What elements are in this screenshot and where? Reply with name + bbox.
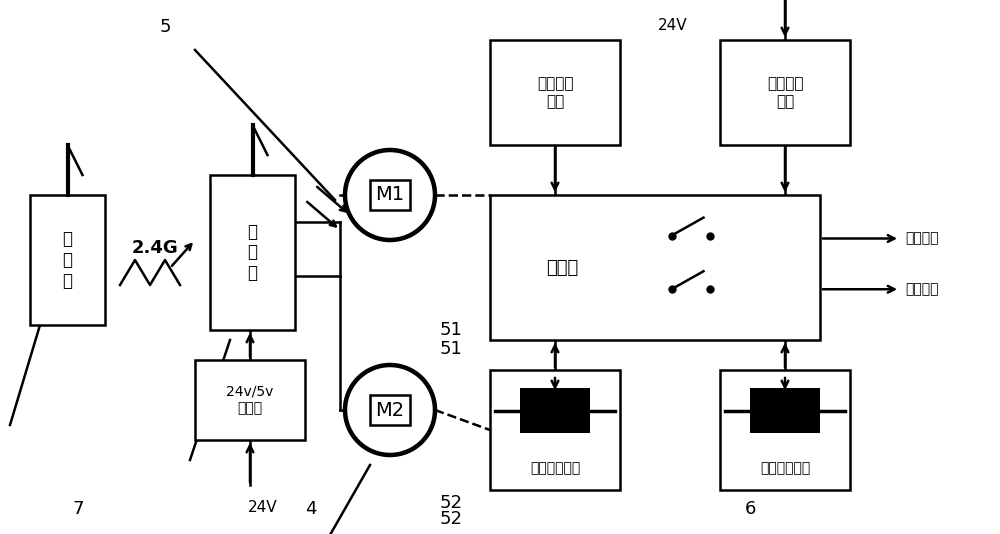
Bar bbox=[30, 195, 105, 325]
Circle shape bbox=[345, 150, 435, 240]
Text: 4: 4 bbox=[305, 500, 316, 518]
Text: 行驶信号: 行驶信号 bbox=[905, 232, 938, 246]
Bar bbox=[490, 370, 620, 490]
Bar bbox=[210, 175, 295, 330]
Bar bbox=[490, 40, 620, 145]
Bar bbox=[370, 395, 410, 425]
Text: 新增转向信号: 新增转向信号 bbox=[530, 461, 580, 475]
Text: 原车行驶
信号: 原车行驶 信号 bbox=[767, 76, 803, 109]
Bar bbox=[750, 388, 820, 433]
Text: 24V: 24V bbox=[248, 500, 278, 515]
Text: 2.4G: 2.4G bbox=[132, 239, 178, 257]
Text: 原车转向信号: 原车转向信号 bbox=[760, 461, 810, 475]
Circle shape bbox=[345, 365, 435, 455]
Text: 5: 5 bbox=[160, 18, 172, 36]
Text: 接
收
器: 接 收 器 bbox=[248, 223, 258, 282]
Text: 51: 51 bbox=[440, 340, 463, 358]
Text: M1: M1 bbox=[375, 185, 405, 205]
Bar bbox=[490, 195, 820, 340]
Text: 7: 7 bbox=[72, 500, 84, 518]
Text: M2: M2 bbox=[375, 400, 405, 420]
Bar bbox=[370, 180, 410, 210]
Bar bbox=[520, 388, 590, 433]
Text: 52: 52 bbox=[440, 510, 463, 528]
Text: 52: 52 bbox=[440, 494, 463, 512]
Text: 切换器: 切换器 bbox=[546, 258, 579, 277]
Text: 6: 6 bbox=[745, 500, 756, 518]
Bar bbox=[720, 40, 850, 145]
Text: 发
射
器: 发 射 器 bbox=[62, 230, 72, 290]
Bar bbox=[195, 360, 305, 440]
Text: 51: 51 bbox=[440, 321, 463, 339]
Text: 24v/5v
变换器: 24v/5v 变换器 bbox=[226, 385, 274, 415]
Text: 新增行驶
信号: 新增行驶 信号 bbox=[537, 76, 573, 109]
Bar bbox=[720, 370, 850, 490]
Text: 24V: 24V bbox=[658, 18, 688, 33]
Text: 转向信号: 转向信号 bbox=[905, 282, 938, 296]
